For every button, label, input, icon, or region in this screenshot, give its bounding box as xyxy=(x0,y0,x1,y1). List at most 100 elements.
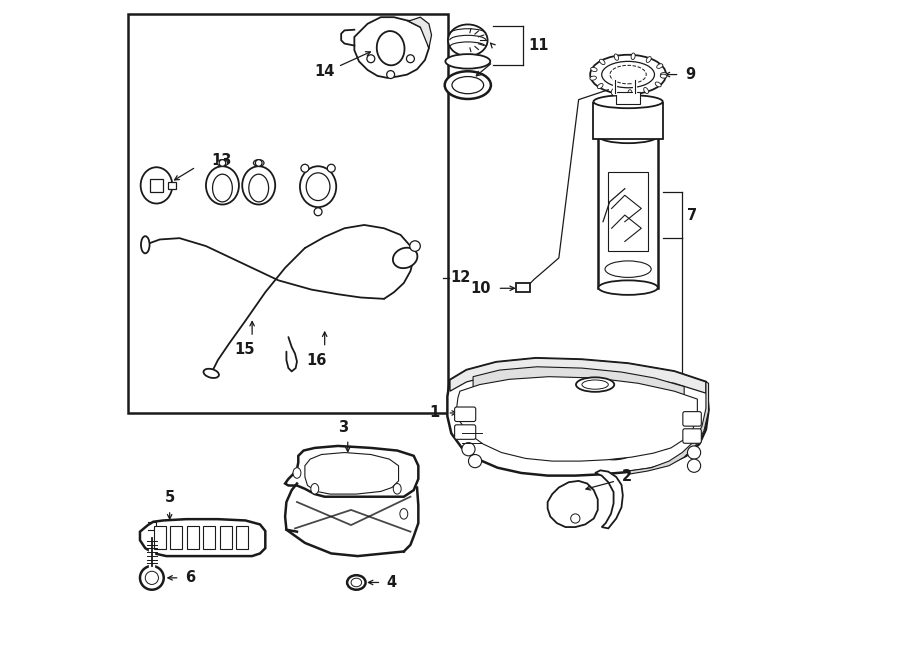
Ellipse shape xyxy=(582,380,608,389)
Polygon shape xyxy=(547,481,598,527)
Circle shape xyxy=(145,571,158,584)
Circle shape xyxy=(219,160,226,167)
Circle shape xyxy=(571,514,580,523)
Circle shape xyxy=(328,165,335,173)
Ellipse shape xyxy=(576,377,614,392)
Ellipse shape xyxy=(310,484,319,494)
Polygon shape xyxy=(140,519,266,556)
Ellipse shape xyxy=(393,484,401,494)
Polygon shape xyxy=(285,446,418,496)
Polygon shape xyxy=(407,17,431,48)
Text: 9: 9 xyxy=(685,67,695,82)
Ellipse shape xyxy=(445,71,491,99)
Ellipse shape xyxy=(657,63,662,69)
Ellipse shape xyxy=(644,87,649,93)
Polygon shape xyxy=(456,377,698,461)
Text: 12: 12 xyxy=(450,270,471,286)
Text: 2: 2 xyxy=(622,469,632,485)
Ellipse shape xyxy=(646,57,652,62)
Circle shape xyxy=(469,455,482,468)
Bar xyxy=(170,526,182,549)
Ellipse shape xyxy=(590,76,597,80)
Ellipse shape xyxy=(610,65,646,84)
Polygon shape xyxy=(473,367,684,400)
Circle shape xyxy=(410,241,420,251)
Ellipse shape xyxy=(590,433,637,459)
Ellipse shape xyxy=(448,24,488,56)
Ellipse shape xyxy=(248,174,268,202)
Bar xyxy=(593,103,662,139)
FancyBboxPatch shape xyxy=(683,429,701,444)
Ellipse shape xyxy=(212,174,232,202)
Text: 6: 6 xyxy=(184,570,195,586)
FancyBboxPatch shape xyxy=(683,412,701,426)
Ellipse shape xyxy=(598,280,658,295)
Circle shape xyxy=(367,55,374,63)
Polygon shape xyxy=(305,453,399,494)
Ellipse shape xyxy=(598,83,603,89)
Text: 10: 10 xyxy=(471,281,491,295)
Ellipse shape xyxy=(590,67,597,71)
Bar xyxy=(168,182,176,188)
Ellipse shape xyxy=(590,55,666,95)
Polygon shape xyxy=(355,17,429,78)
Text: 3: 3 xyxy=(338,420,348,435)
Ellipse shape xyxy=(598,129,658,143)
Text: 14: 14 xyxy=(314,63,335,79)
Circle shape xyxy=(688,459,701,473)
Circle shape xyxy=(387,71,394,79)
Ellipse shape xyxy=(141,236,149,253)
Ellipse shape xyxy=(593,95,662,108)
Ellipse shape xyxy=(655,82,661,87)
Bar xyxy=(187,526,199,549)
Ellipse shape xyxy=(293,468,301,479)
Ellipse shape xyxy=(446,54,491,69)
Bar xyxy=(220,526,231,549)
Ellipse shape xyxy=(242,167,275,204)
Bar xyxy=(237,526,248,549)
Polygon shape xyxy=(447,358,708,476)
Polygon shape xyxy=(450,358,706,393)
Bar xyxy=(128,14,448,413)
Text: 7: 7 xyxy=(688,208,698,223)
Ellipse shape xyxy=(631,53,635,59)
FancyBboxPatch shape xyxy=(454,407,476,422)
Ellipse shape xyxy=(599,59,605,65)
Ellipse shape xyxy=(611,89,616,95)
Ellipse shape xyxy=(596,437,632,455)
Bar xyxy=(150,178,163,192)
Ellipse shape xyxy=(254,160,264,167)
Ellipse shape xyxy=(661,74,667,78)
Ellipse shape xyxy=(377,31,404,65)
Ellipse shape xyxy=(400,508,408,519)
Ellipse shape xyxy=(206,167,238,204)
Text: 11: 11 xyxy=(527,38,548,53)
Circle shape xyxy=(140,566,164,590)
Text: 4: 4 xyxy=(387,575,397,590)
Ellipse shape xyxy=(661,73,667,77)
Text: 15: 15 xyxy=(234,342,255,358)
Bar xyxy=(608,173,648,251)
Text: 13: 13 xyxy=(212,153,231,168)
Ellipse shape xyxy=(217,160,228,167)
FancyBboxPatch shape xyxy=(454,425,476,440)
Ellipse shape xyxy=(393,248,418,268)
Circle shape xyxy=(688,446,701,459)
Text: 5: 5 xyxy=(165,490,175,505)
Ellipse shape xyxy=(203,369,219,378)
Ellipse shape xyxy=(351,578,362,587)
Bar xyxy=(516,283,530,292)
Bar xyxy=(616,93,640,104)
Ellipse shape xyxy=(452,77,483,94)
Circle shape xyxy=(256,160,262,167)
Ellipse shape xyxy=(140,167,172,204)
Text: 1: 1 xyxy=(429,405,439,420)
Ellipse shape xyxy=(602,61,654,88)
Ellipse shape xyxy=(300,167,337,207)
Ellipse shape xyxy=(347,575,365,590)
Text: 8: 8 xyxy=(659,438,669,453)
Circle shape xyxy=(301,165,309,173)
Bar xyxy=(598,136,658,288)
Polygon shape xyxy=(595,471,623,528)
Ellipse shape xyxy=(306,173,330,200)
